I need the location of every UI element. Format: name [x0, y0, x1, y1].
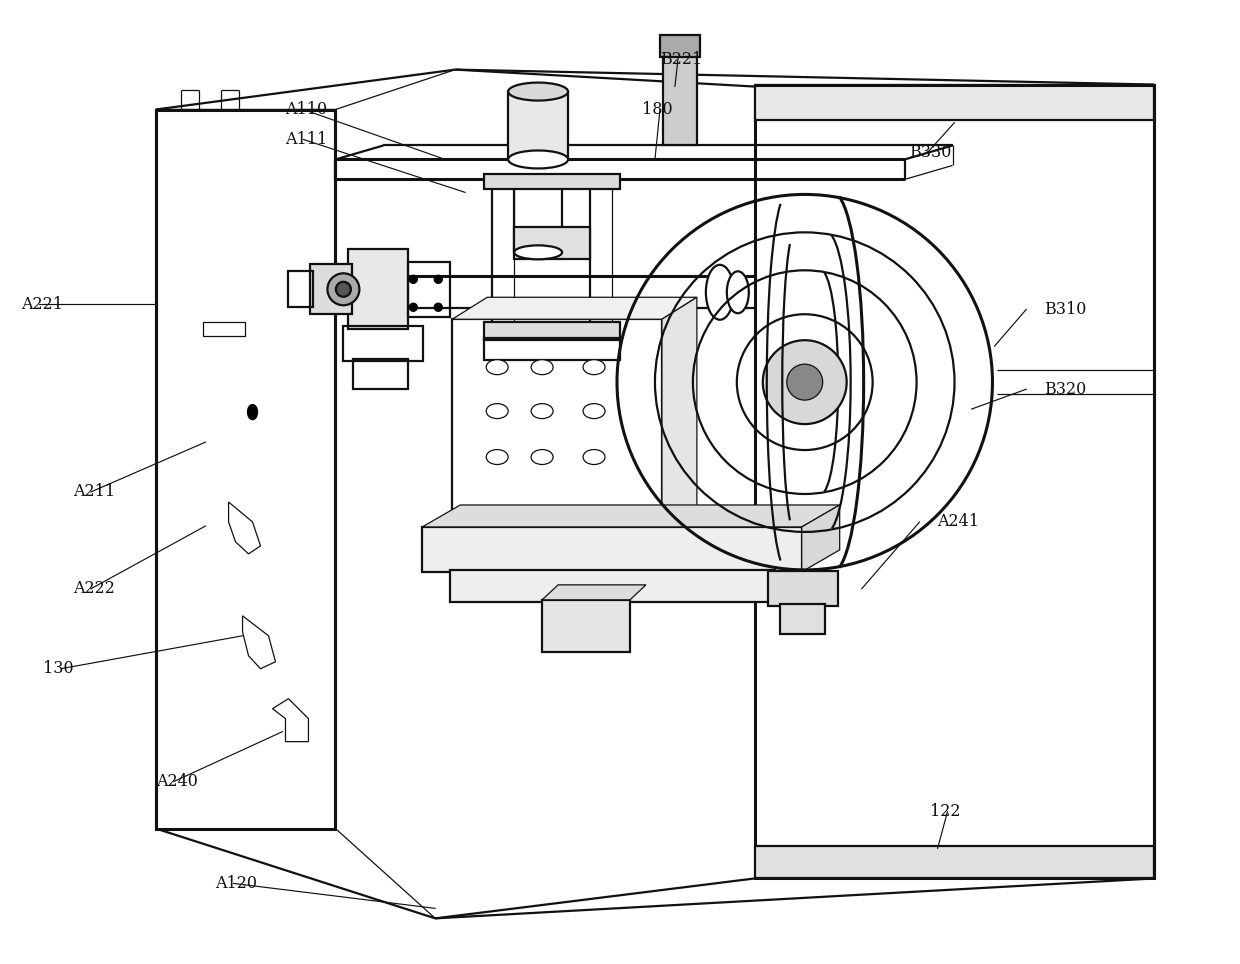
Bar: [484, 174, 620, 189]
Ellipse shape: [370, 284, 381, 300]
Bar: [450, 570, 775, 602]
Text: B330: B330: [910, 144, 952, 161]
Bar: [542, 600, 630, 652]
Text: B310: B310: [1044, 301, 1086, 318]
Bar: [515, 228, 590, 259]
Ellipse shape: [531, 360, 553, 375]
Ellipse shape: [531, 404, 553, 418]
Bar: [453, 319, 662, 529]
Bar: [484, 322, 620, 340]
Ellipse shape: [486, 449, 508, 465]
Text: A110: A110: [285, 101, 327, 118]
Bar: [353, 360, 408, 389]
Ellipse shape: [727, 271, 749, 313]
Text: B221: B221: [660, 51, 702, 68]
Ellipse shape: [515, 246, 562, 259]
Bar: [156, 110, 335, 828]
Ellipse shape: [486, 360, 508, 375]
Bar: [755, 85, 1154, 878]
Text: 130: 130: [43, 660, 73, 678]
Circle shape: [409, 276, 418, 283]
Bar: [768, 571, 838, 605]
Ellipse shape: [583, 360, 605, 375]
Bar: [660, 35, 699, 57]
Text: A221: A221: [21, 296, 63, 312]
Bar: [202, 322, 244, 336]
Text: A111: A111: [285, 131, 327, 148]
Ellipse shape: [531, 449, 553, 465]
Circle shape: [786, 364, 822, 400]
Text: A120: A120: [216, 875, 258, 892]
Circle shape: [763, 340, 847, 424]
Bar: [663, 55, 697, 146]
Bar: [755, 85, 1154, 120]
Polygon shape: [453, 297, 697, 319]
Bar: [310, 264, 352, 314]
Bar: [755, 846, 1154, 878]
Bar: [289, 271, 314, 308]
Ellipse shape: [486, 404, 508, 418]
Ellipse shape: [248, 405, 258, 419]
Polygon shape: [423, 505, 839, 527]
Ellipse shape: [583, 449, 605, 465]
Text: A240: A240: [156, 773, 197, 790]
Bar: [348, 250, 408, 330]
Polygon shape: [542, 585, 646, 600]
Bar: [408, 262, 450, 317]
Text: 180: 180: [642, 101, 672, 118]
Text: B320: B320: [1044, 381, 1086, 397]
Bar: [780, 603, 825, 633]
Circle shape: [409, 304, 418, 311]
Bar: [343, 326, 423, 362]
Text: A241: A241: [937, 514, 980, 530]
Ellipse shape: [508, 83, 568, 100]
Ellipse shape: [583, 404, 605, 418]
Polygon shape: [802, 505, 839, 572]
Text: A211: A211: [73, 484, 115, 500]
Text: A222: A222: [73, 580, 114, 598]
Circle shape: [434, 276, 443, 283]
Bar: [423, 527, 802, 572]
Text: 122: 122: [930, 803, 960, 820]
Bar: [515, 179, 562, 253]
Ellipse shape: [336, 281, 351, 297]
Ellipse shape: [508, 150, 568, 169]
Circle shape: [434, 304, 443, 311]
Bar: [484, 338, 620, 361]
Polygon shape: [662, 297, 697, 529]
Bar: [508, 92, 568, 159]
Ellipse shape: [706, 265, 734, 320]
Ellipse shape: [327, 274, 360, 306]
